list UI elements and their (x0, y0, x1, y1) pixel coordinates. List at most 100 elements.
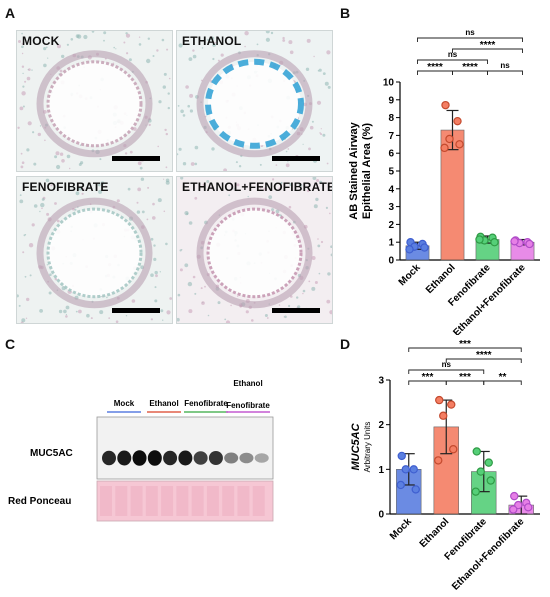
tissue-cell (329, 310, 332, 315)
tissue-cell (33, 204, 38, 208)
tissue-cell (330, 253, 332, 257)
panel-letter-d: D (340, 336, 351, 352)
data-point (396, 480, 405, 490)
tissue-cell (194, 145, 199, 150)
tissue-cell (314, 281, 318, 284)
tissue-cell (63, 309, 67, 314)
muc5ac-band (178, 450, 193, 466)
tissue-cell (320, 240, 324, 244)
tissue-cell (298, 183, 303, 188)
tissue-cell (24, 80, 27, 83)
data-point (475, 235, 484, 244)
tissue-cell (21, 45, 24, 49)
row-label-ponceau: Red Ponceau (8, 496, 71, 507)
tissue-cell (152, 55, 155, 57)
tissue-cell (100, 181, 105, 185)
y-tick-label: 7 (388, 131, 394, 142)
tissue-cell (161, 38, 165, 42)
micrograph-label: MOCK (22, 34, 60, 48)
tissue-cell (155, 274, 158, 278)
data-point (411, 485, 420, 494)
tissue-cell (312, 177, 317, 180)
tissue-cell (194, 292, 197, 295)
tissue-cell (75, 310, 78, 313)
tissue-cell (177, 153, 179, 156)
tissue-cell (65, 305, 70, 310)
ponceau-lane (176, 486, 189, 516)
tissue-cell (244, 31, 249, 36)
tissue-cell (247, 195, 249, 198)
scale-bar (272, 308, 320, 313)
micrograph-label: ETHANOL+FENOFIBRATE (182, 180, 333, 194)
tissue-cell (309, 125, 314, 130)
tissue-cell (46, 46, 48, 49)
tissue-cell (65, 313, 67, 316)
tissue-cell (65, 315, 68, 318)
significance-bracket (452, 48, 523, 53)
tissue-cell (158, 100, 162, 104)
tissue-cell (56, 164, 61, 170)
tissue-cell (317, 70, 320, 72)
tissue-cell (128, 58, 132, 62)
tissue-cell (319, 180, 323, 184)
significance-bracket (483, 380, 522, 385)
tissue-cell (233, 188, 235, 190)
tissue-cell (315, 197, 319, 202)
tissue-cell (90, 317, 93, 320)
tissue-cell (266, 317, 269, 319)
significance-label: ** (499, 372, 507, 383)
tissue-cell (278, 304, 281, 306)
tissue-cell (264, 314, 268, 317)
y-tick-label: 1 (388, 238, 394, 249)
tissue-cell (50, 184, 53, 187)
data-point (453, 116, 462, 126)
tissue-cell (18, 40, 21, 43)
ponceau-lane (115, 486, 128, 516)
tissue-cell (288, 205, 292, 209)
tissue-cell (150, 273, 154, 277)
y-tick-label: 5 (388, 167, 394, 178)
tissue-cell (163, 72, 167, 76)
tissue-cell (123, 41, 126, 44)
tissue-cell (24, 234, 27, 236)
tissue-cell (46, 212, 50, 216)
muc5ac-band (163, 450, 178, 466)
tissue-cell (54, 202, 57, 205)
y-tick-label: 2 (388, 220, 394, 231)
significance-bracket (417, 37, 523, 42)
panel-letter-b: B (340, 5, 351, 21)
tissue-cell (152, 202, 155, 206)
significance-label: **** (480, 40, 496, 51)
tissue-cell (220, 53, 224, 57)
tissue-cell (99, 158, 102, 161)
tissue-cell (302, 292, 304, 295)
tissue-cell (187, 104, 190, 108)
tissue-cell (180, 177, 184, 180)
tissue-cell (228, 194, 231, 197)
ponceau-lane (237, 486, 250, 516)
tissue-cell (165, 166, 168, 169)
tissue-cell (17, 126, 20, 129)
airway-lumen (46, 207, 143, 299)
data-point (449, 445, 458, 454)
tissue-cell (153, 257, 157, 261)
tissue-cell (75, 191, 80, 196)
y-axis-label-line1: AB Stained Airway (348, 121, 360, 219)
tissue-cell (317, 244, 321, 248)
tissue-cell (256, 43, 259, 46)
y-tick-label: 3 (378, 376, 384, 387)
tissue-cell (22, 105, 25, 108)
tissue-cell (153, 244, 156, 247)
tissue-cell (212, 43, 216, 47)
tissue-cell (115, 320, 119, 323)
tissue-cell (22, 72, 24, 75)
tissue-cell (86, 313, 90, 318)
tissue-cell (177, 293, 181, 297)
tissue-cell (270, 31, 274, 35)
tissue-cell (302, 143, 304, 145)
tissue-cell (147, 37, 150, 40)
tissue-cell (43, 47, 47, 51)
airway-wall (36, 50, 153, 158)
ponceau-lane (161, 486, 174, 516)
ponceau-lane (206, 486, 219, 516)
